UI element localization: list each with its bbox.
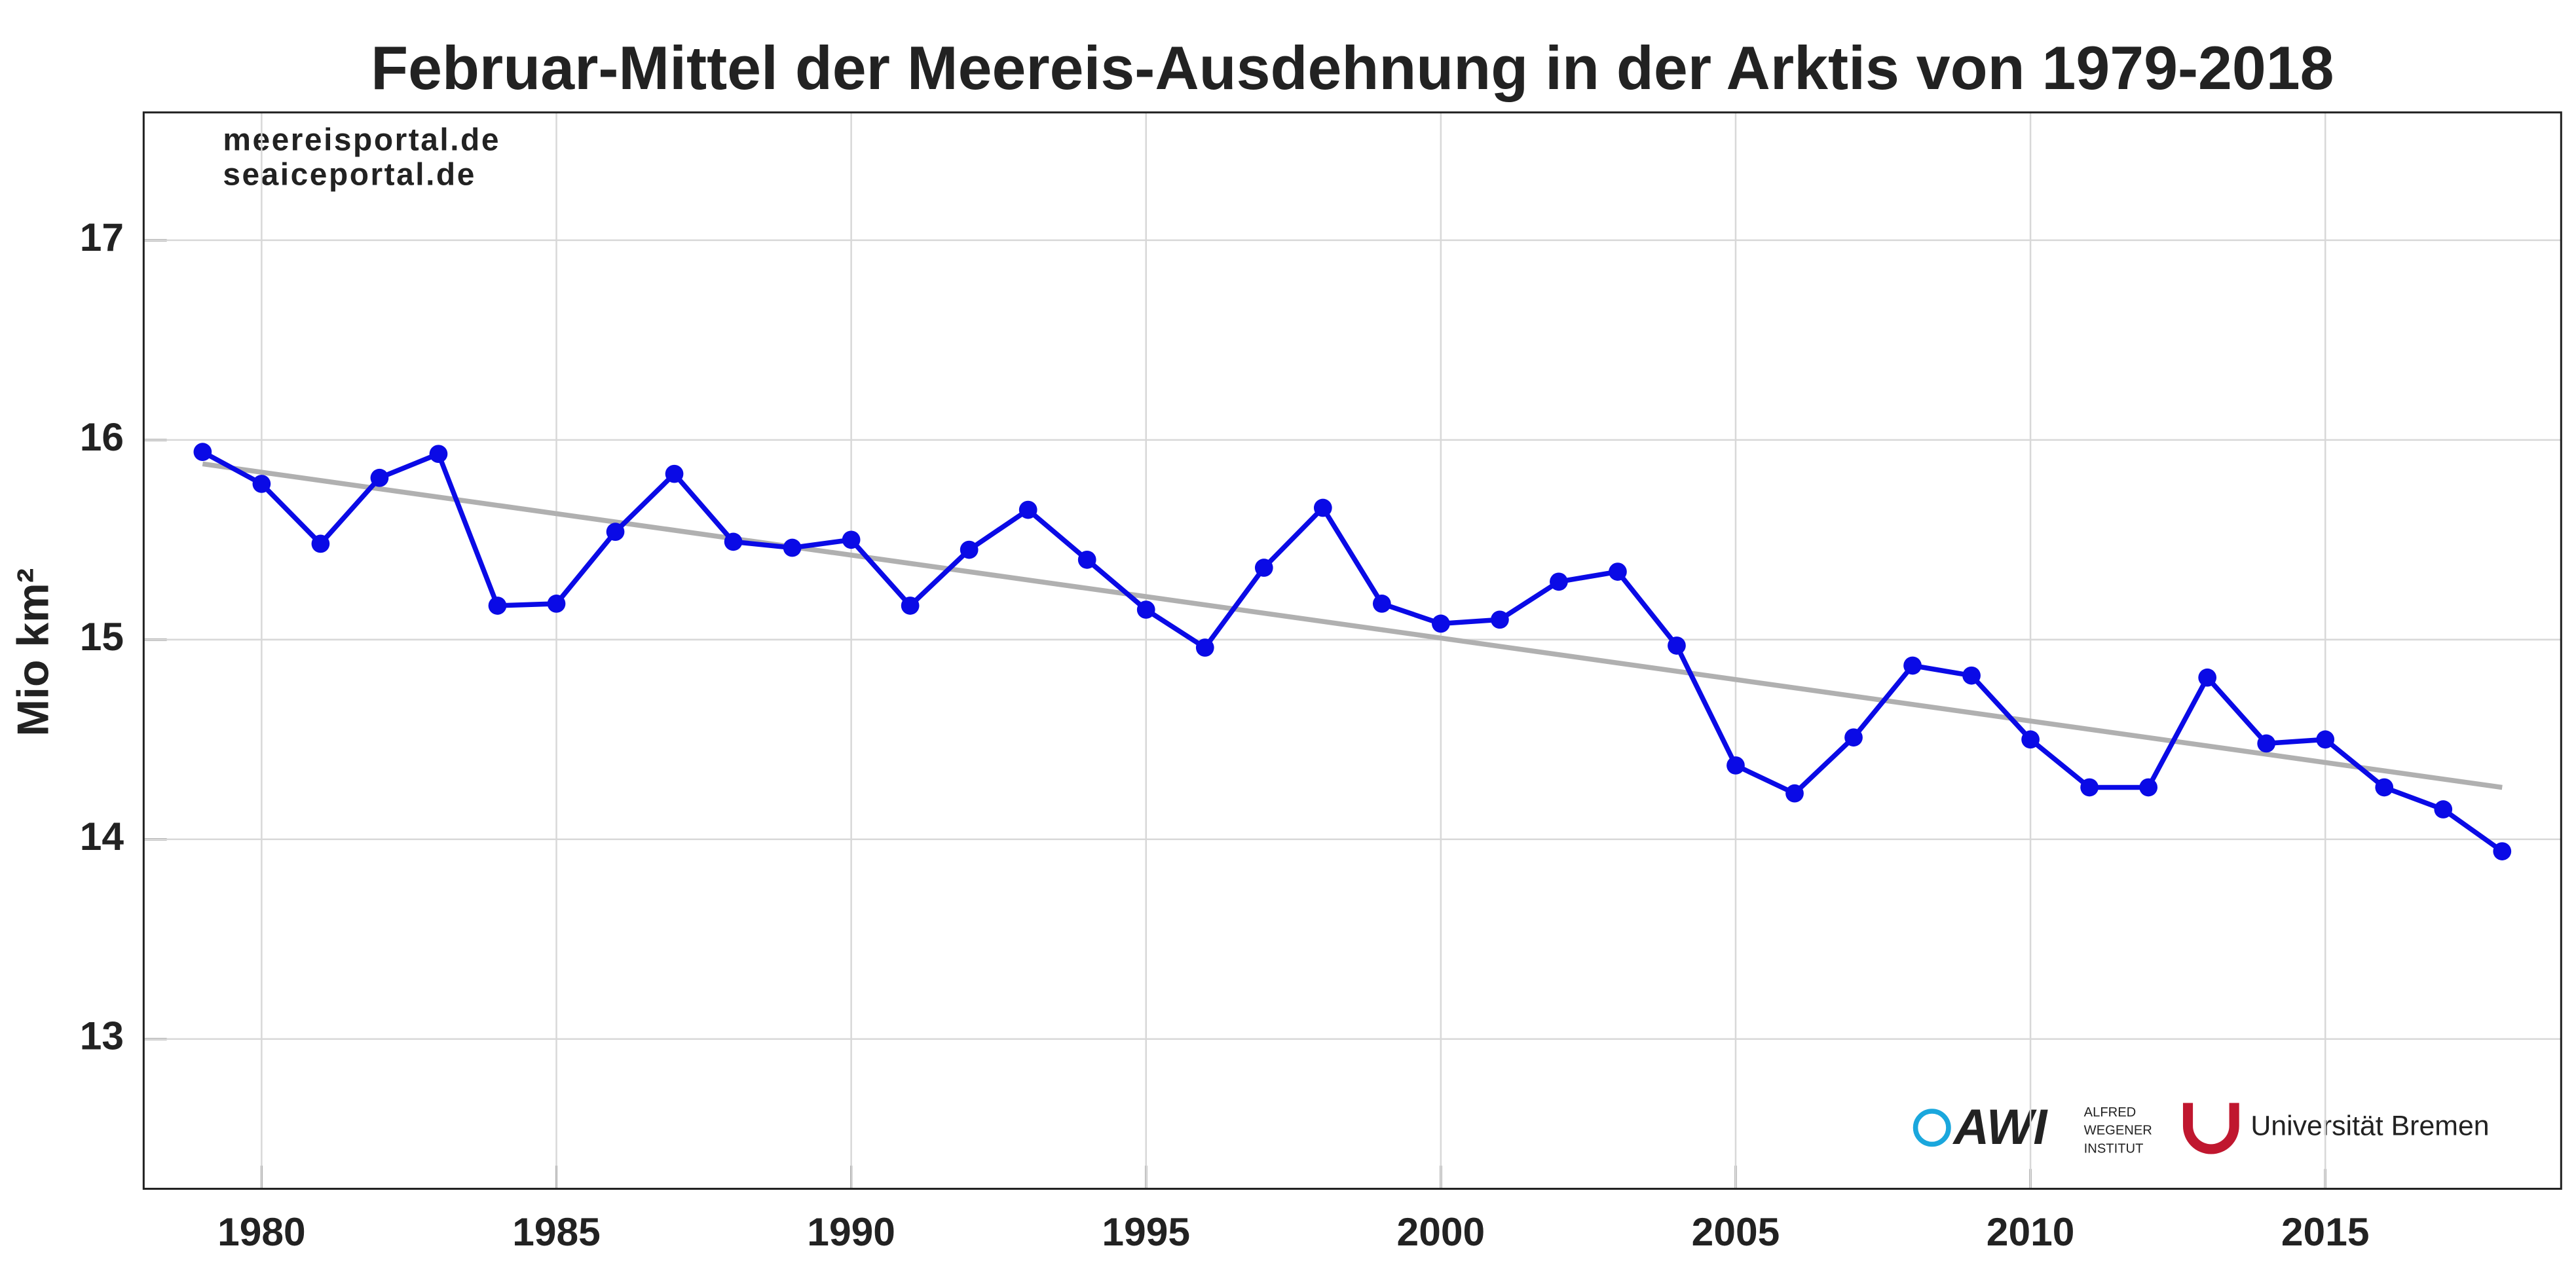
x-tick-label: 2010 xyxy=(1987,1209,2075,1254)
y-tick-label: 17 xyxy=(80,215,124,259)
data-point xyxy=(783,538,802,557)
data-point xyxy=(1550,572,1568,591)
x-tick-label: 1980 xyxy=(217,1209,306,1254)
data-point xyxy=(1018,500,1037,519)
y-axis-label: Mio km² xyxy=(8,568,58,737)
data-point xyxy=(2493,842,2512,860)
logo-backdrop xyxy=(1899,1093,2543,1169)
data-point xyxy=(547,595,566,613)
data-point xyxy=(1431,614,1450,633)
data-point xyxy=(842,530,861,549)
data-point xyxy=(1844,728,1863,747)
data-point xyxy=(2021,730,2040,749)
data-point xyxy=(1785,784,1804,803)
x-tick-label: 2005 xyxy=(1692,1209,1780,1254)
data-point xyxy=(370,468,389,487)
data-line xyxy=(201,449,2504,854)
data-point xyxy=(2257,734,2276,753)
data-point xyxy=(1491,610,1509,629)
data-point xyxy=(2139,778,2158,797)
bremen-logo: Universität Bremen xyxy=(2250,1111,2489,1142)
data-point xyxy=(2198,668,2217,687)
data-point xyxy=(2434,800,2453,819)
data-point xyxy=(1254,559,1273,577)
awi-name: ALFRED xyxy=(2084,1105,2137,1120)
data-point xyxy=(1668,636,1686,655)
logos: AWI ALFRED WEGENER INSTITUT Universität … xyxy=(143,112,2562,1189)
awi-name: WEGENER xyxy=(2084,1124,2152,1138)
data-point xyxy=(252,475,271,493)
awi-icon xyxy=(1913,1109,1951,1147)
data-point xyxy=(1077,550,1096,569)
data-point xyxy=(1372,595,1391,613)
data-point xyxy=(960,540,979,559)
watermark: seaiceportal.de xyxy=(223,158,476,193)
data-point xyxy=(2375,778,2394,797)
data-point xyxy=(665,464,684,483)
x-tick-label: 1990 xyxy=(807,1209,895,1254)
chart-title: Februar-Mittel der Meereis-Ausdehnung in… xyxy=(371,34,2334,102)
data-point xyxy=(1195,638,1214,657)
x-tick-label: 1985 xyxy=(512,1209,601,1254)
bremen-icon xyxy=(2182,1103,2239,1154)
data-point xyxy=(1903,656,1922,675)
data-point xyxy=(2316,730,2335,749)
data-point xyxy=(1727,756,1745,775)
watermark: meereisportal.de xyxy=(223,123,500,158)
data-point xyxy=(606,523,625,541)
data-point xyxy=(311,534,330,553)
data-point xyxy=(901,597,920,615)
data-point xyxy=(724,532,743,551)
plot-frame xyxy=(142,111,2562,1190)
y-tick-label: 14 xyxy=(80,814,124,858)
data-point xyxy=(429,445,448,464)
data-point xyxy=(1313,498,1332,517)
y-tick-label: 16 xyxy=(80,414,124,459)
data-point xyxy=(193,443,212,462)
trend-line xyxy=(202,461,2503,790)
data-point xyxy=(1609,562,1627,581)
data-point xyxy=(2080,778,2099,797)
x-tick-label: 1995 xyxy=(1102,1209,1190,1254)
awi-name: INSTITUT xyxy=(2084,1141,2144,1156)
x-tick-label: 2015 xyxy=(2281,1209,2370,1254)
data-point xyxy=(1136,600,1155,619)
data-point xyxy=(488,597,507,615)
x-tick-label: 2000 xyxy=(1397,1209,1485,1254)
data-point xyxy=(1962,666,1981,685)
awi-logo: AWI xyxy=(1952,1100,2049,1155)
y-tick-label: 15 xyxy=(80,614,124,659)
y-tick-label: 13 xyxy=(80,1014,124,1058)
